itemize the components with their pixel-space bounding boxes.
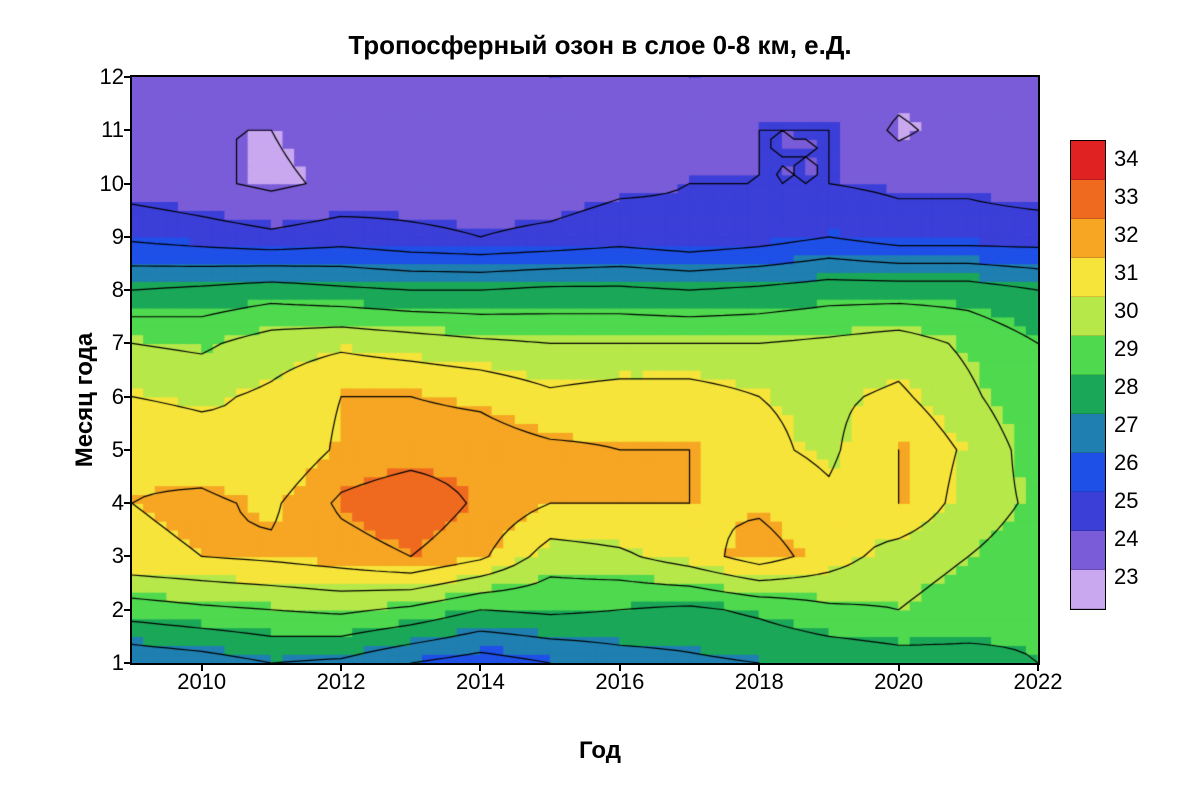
ytick-label: 4 <box>84 490 124 516</box>
ytick-label: 3 <box>84 543 124 569</box>
ytick-mark <box>124 662 132 664</box>
xtick-label: 2022 <box>1014 669 1063 695</box>
ytick-label: 2 <box>84 597 124 623</box>
ytick-mark <box>124 396 132 398</box>
x-axis-label: Год <box>0 737 1200 765</box>
colorbar-label: 28 <box>1114 374 1138 400</box>
colorbar-label: 31 <box>1114 260 1138 286</box>
colorbar-label: 30 <box>1114 298 1138 324</box>
xtick-label: 2012 <box>317 669 366 695</box>
colorbar-label: 32 <box>1114 222 1138 248</box>
colorbar-segment <box>1071 258 1105 297</box>
ytick-mark <box>124 609 132 611</box>
colorbar-label: 24 <box>1114 526 1138 552</box>
ytick-mark <box>124 76 132 78</box>
colorbar-segment <box>1071 375 1105 414</box>
xtick-label: 2016 <box>595 669 644 695</box>
colorbar-segment <box>1071 453 1105 492</box>
colorbar-segment <box>1071 414 1105 453</box>
contour-canvas <box>132 77 1038 663</box>
ytick-label: 9 <box>84 224 124 250</box>
colorbar-legend: 34 33 32 31 30 29 28 27 26 25 24 23 <box>1070 140 1170 610</box>
colorbar-label: 34 <box>1114 146 1138 172</box>
colorbar-segment <box>1071 297 1105 336</box>
xtick-label: 2014 <box>456 669 505 695</box>
colorbar-label: 23 <box>1114 564 1138 590</box>
plot-area: 1234567891011122010201220142016201820202… <box>130 75 1040 665</box>
ytick-label: 7 <box>84 330 124 356</box>
ytick-label: 8 <box>84 277 124 303</box>
colorbar-segment <box>1071 180 1105 219</box>
colorbar-label: 29 <box>1114 336 1138 362</box>
colorbar-segment <box>1071 141 1105 180</box>
xtick-label: 2010 <box>177 669 226 695</box>
chart-title: Тропосферный озон в слое 0-8 км, е.Д. <box>0 30 1200 61</box>
ytick-mark <box>124 289 132 291</box>
colorbar-segment <box>1071 219 1105 258</box>
ytick-label: 6 <box>84 384 124 410</box>
ytick-label: 12 <box>84 64 124 90</box>
colorbar-segment <box>1071 531 1105 570</box>
colorbar-segment <box>1071 570 1105 609</box>
xtick-label: 2018 <box>735 669 784 695</box>
ytick-mark <box>124 502 132 504</box>
ytick-mark <box>124 183 132 185</box>
ytick-mark <box>124 236 132 238</box>
ytick-label: 10 <box>84 171 124 197</box>
xtick-label: 2020 <box>874 669 923 695</box>
ytick-label: 5 <box>84 437 124 463</box>
colorbar-label: 27 <box>1114 412 1138 438</box>
figure: Тропосферный озон в слое 0-8 км, е.Д. Ме… <box>0 0 1200 800</box>
ytick-label: 1 <box>84 650 124 676</box>
colorbar-label: 33 <box>1114 184 1138 210</box>
ytick-mark <box>124 555 132 557</box>
ytick-mark <box>124 129 132 131</box>
colorbar-segment <box>1071 492 1105 531</box>
ytick-mark <box>124 449 132 451</box>
colorbar <box>1070 140 1106 610</box>
colorbar-segment <box>1071 336 1105 375</box>
ytick-mark <box>124 342 132 344</box>
colorbar-label: 26 <box>1114 450 1138 476</box>
ytick-label: 11 <box>84 117 124 143</box>
colorbar-label: 25 <box>1114 488 1138 514</box>
